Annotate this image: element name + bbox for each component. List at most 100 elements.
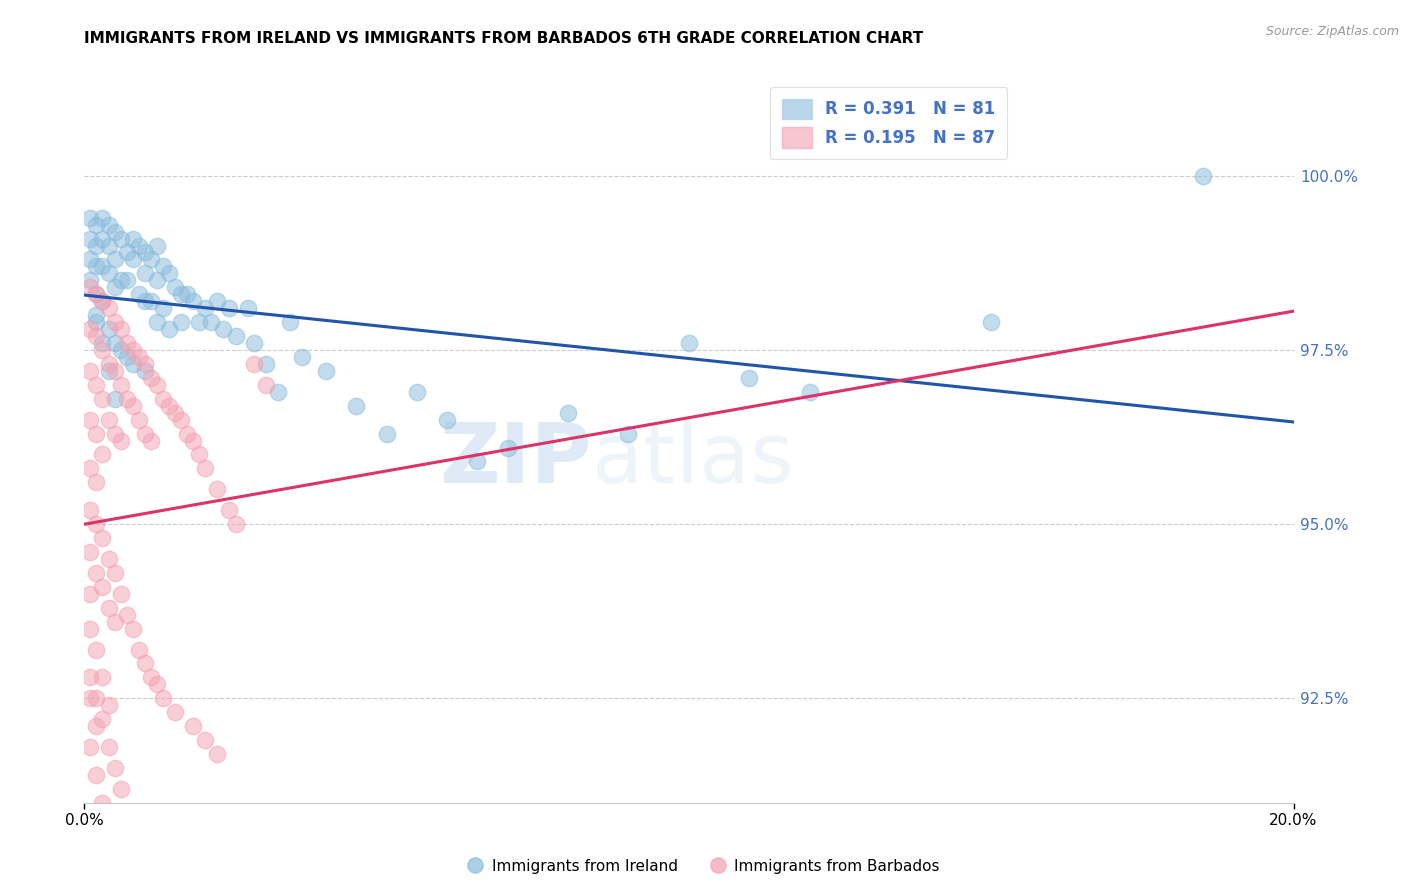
Point [97,301,120,316]
Point [194,301,217,316]
Point [110,587,132,601]
Point [104,615,127,629]
Point [110,322,132,336]
Point [121,399,143,413]
Point [181,434,204,448]
Point [104,315,127,329]
Point [678,336,700,351]
Point [97,266,120,280]
Point [152,301,174,316]
Point [139,371,162,385]
Point [188,448,211,462]
Point [152,392,174,406]
Point [139,252,162,267]
Point [170,412,193,426]
Point [128,350,150,364]
Point [146,377,169,392]
Point [79,273,101,287]
Point [79,322,101,336]
Point [104,392,127,406]
Point [799,384,821,399]
Point [165,280,187,294]
Point [91,336,114,351]
Point [104,364,127,378]
Point [278,315,301,329]
Point [91,580,114,594]
Point [617,426,640,441]
Point [146,677,169,691]
Point [86,517,108,532]
Point [91,392,114,406]
Point [91,796,114,810]
Point [86,566,108,580]
Point [157,266,180,280]
Point [121,357,143,371]
Point [79,545,101,559]
Point [194,461,217,475]
Point [254,357,277,371]
Point [97,740,120,755]
Point [134,657,156,671]
Point [86,329,108,343]
Point [557,406,579,420]
Point [86,260,108,274]
Point [200,315,222,329]
Point [86,287,108,301]
Point [225,517,247,532]
Point [146,273,169,287]
Point [128,287,150,301]
Point [79,691,101,706]
Point [134,266,156,280]
Point [207,483,229,497]
Text: ZIP: ZIP [440,418,592,500]
Point [467,454,489,468]
Point [134,426,156,441]
Point [152,691,174,706]
Point [110,231,132,245]
Point [97,412,120,426]
Point [91,670,114,684]
Point [242,336,264,351]
Point [346,399,368,413]
Point [91,211,114,225]
Point [134,364,156,378]
Point [115,273,138,287]
Point [86,719,108,733]
Point [79,587,101,601]
Point [242,357,264,371]
Point [97,238,120,252]
Point [139,294,162,309]
Point [165,705,187,719]
Point [115,392,138,406]
Point [86,642,108,657]
Point [86,377,108,392]
Point [97,322,120,336]
Point [91,712,114,726]
Point [79,280,101,294]
Point [134,357,156,371]
Point [218,301,240,316]
Point [104,566,127,580]
Text: IMMIGRANTS FROM IRELAND VS IMMIGRANTS FROM BARBADOS 6TH GRADE CORRELATION CHART: IMMIGRANTS FROM IRELAND VS IMMIGRANTS FR… [84,31,924,46]
Point [91,294,114,309]
Legend: Immigrants from Ireland, Immigrants from Barbados: Immigrants from Ireland, Immigrants from… [460,853,946,880]
Point [315,364,337,378]
Point [86,426,108,441]
Point [496,441,519,455]
Point [86,768,108,782]
Point [980,315,1002,329]
Point [79,252,101,267]
Point [121,622,143,636]
Point [79,670,101,684]
Point [181,294,204,309]
Point [110,273,132,287]
Point [375,426,398,441]
Point [157,322,180,336]
Point [146,238,169,252]
Point [91,531,114,545]
Point [157,399,180,413]
Point [207,747,229,761]
Point [115,245,138,260]
Point [139,670,162,684]
Point [406,384,429,399]
